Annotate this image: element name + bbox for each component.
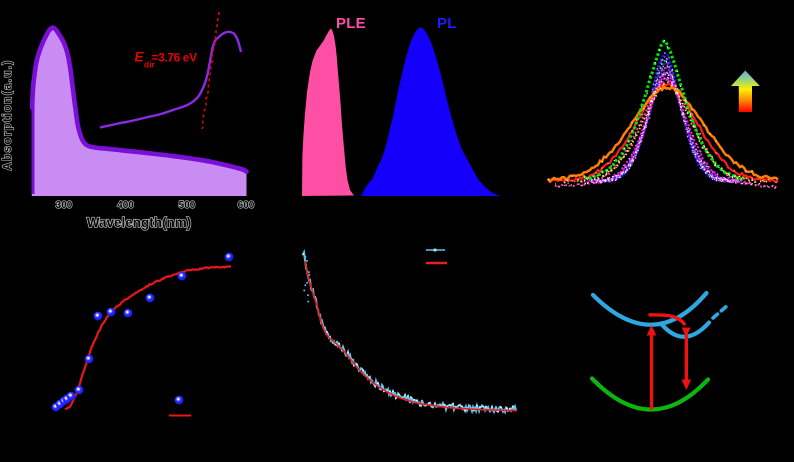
svg-text:400: 400 — [117, 200, 134, 211]
svg-text:Absorption(a.u.): Absorption(a.u.) — [2, 59, 14, 170]
svg-text:dir: dir — [144, 60, 156, 70]
svg-text:=3.76 eV: =3.76 eV — [152, 51, 198, 65]
svg-text:500: 500 — [179, 200, 196, 211]
svg-text:PLE: PLE — [336, 15, 366, 32]
svg-text:E: E — [135, 50, 145, 65]
svg-text:Wavelength(nm): Wavelength(nm) — [87, 215, 192, 230]
svg-text:PL: PL — [437, 15, 457, 32]
svg-text:600: 600 — [238, 200, 255, 211]
svg-text:300: 300 — [56, 200, 73, 211]
